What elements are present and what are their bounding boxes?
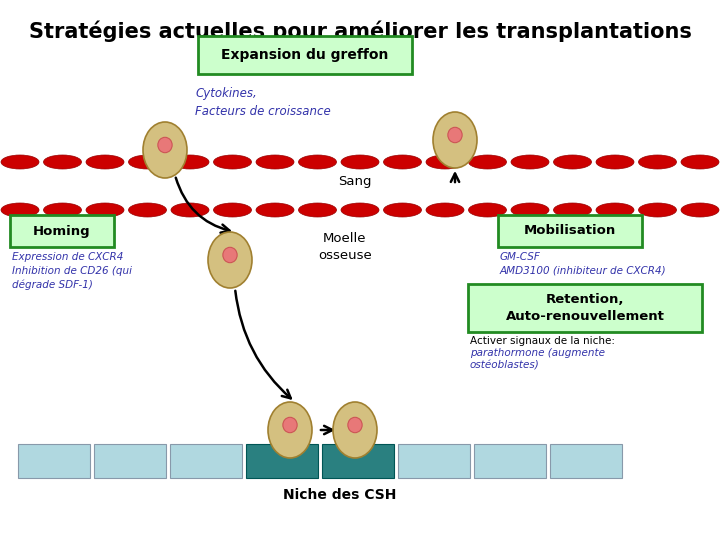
Text: Expression de CXCR4
Inhibition de CD26 (qui
dégrade SDF-1): Expression de CXCR4 Inhibition de CD26 (…	[12, 252, 132, 290]
Ellipse shape	[171, 155, 209, 169]
Ellipse shape	[1, 203, 39, 217]
Ellipse shape	[43, 155, 81, 169]
Ellipse shape	[384, 203, 421, 217]
Ellipse shape	[554, 155, 592, 169]
Ellipse shape	[681, 155, 719, 169]
Ellipse shape	[283, 417, 297, 433]
Ellipse shape	[341, 203, 379, 217]
Text: Niche des CSH: Niche des CSH	[283, 488, 397, 502]
Text: Activer signaux de la niche:: Activer signaux de la niche:	[470, 336, 615, 359]
Ellipse shape	[299, 155, 336, 169]
Bar	[474, 444, 546, 478]
Ellipse shape	[348, 417, 362, 433]
Bar	[322, 444, 394, 478]
Ellipse shape	[469, 155, 506, 169]
Ellipse shape	[158, 137, 172, 153]
Bar	[18, 444, 90, 478]
Ellipse shape	[596, 203, 634, 217]
Ellipse shape	[43, 203, 81, 217]
Bar	[170, 444, 242, 478]
Bar	[398, 444, 470, 478]
Ellipse shape	[511, 155, 549, 169]
Bar	[94, 444, 166, 478]
Bar	[246, 444, 318, 478]
Ellipse shape	[143, 122, 187, 178]
Text: Cytokines,
Facteurs de croissance: Cytokines, Facteurs de croissance	[195, 87, 330, 118]
Text: Moelle
osseuse: Moelle osseuse	[318, 232, 372, 262]
Ellipse shape	[469, 203, 506, 217]
Ellipse shape	[128, 203, 166, 217]
Ellipse shape	[639, 155, 677, 169]
Ellipse shape	[426, 155, 464, 169]
Ellipse shape	[639, 203, 677, 217]
Ellipse shape	[333, 402, 377, 458]
Text: GM-CSF
AMD3100 (inhibiteur de CXCR4): GM-CSF AMD3100 (inhibiteur de CXCR4)	[500, 252, 667, 275]
Ellipse shape	[681, 203, 719, 217]
Ellipse shape	[1, 155, 39, 169]
FancyBboxPatch shape	[10, 215, 114, 247]
Text: Expansion du greffon: Expansion du greffon	[221, 48, 389, 62]
Ellipse shape	[384, 155, 421, 169]
Ellipse shape	[86, 203, 124, 217]
Ellipse shape	[426, 203, 464, 217]
Text: Mobilisation: Mobilisation	[524, 225, 616, 238]
FancyBboxPatch shape	[468, 284, 702, 332]
Ellipse shape	[171, 203, 209, 217]
Ellipse shape	[341, 155, 379, 169]
Text: Stratégies actuelles pour améliorer les transplantations: Stratégies actuelles pour améliorer les …	[29, 20, 691, 42]
Ellipse shape	[128, 155, 166, 169]
Text: Sang: Sang	[338, 176, 372, 188]
FancyBboxPatch shape	[498, 215, 642, 247]
Text: parathormone (augmente
ostéoblastes): parathormone (augmente ostéoblastes)	[470, 348, 605, 370]
Ellipse shape	[511, 203, 549, 217]
Ellipse shape	[433, 112, 477, 168]
Ellipse shape	[214, 155, 251, 169]
Ellipse shape	[86, 155, 124, 169]
Ellipse shape	[554, 203, 592, 217]
Ellipse shape	[268, 402, 312, 458]
Ellipse shape	[448, 127, 462, 143]
Bar	[550, 444, 622, 478]
Text: Homing: Homing	[33, 225, 91, 238]
Ellipse shape	[214, 203, 251, 217]
Ellipse shape	[208, 232, 252, 288]
Ellipse shape	[596, 155, 634, 169]
Ellipse shape	[256, 203, 294, 217]
Ellipse shape	[299, 203, 336, 217]
Ellipse shape	[256, 155, 294, 169]
Ellipse shape	[223, 247, 237, 262]
Text: Retention,
Auto-renouvellement: Retention, Auto-renouvellement	[505, 293, 665, 323]
FancyBboxPatch shape	[198, 36, 412, 74]
